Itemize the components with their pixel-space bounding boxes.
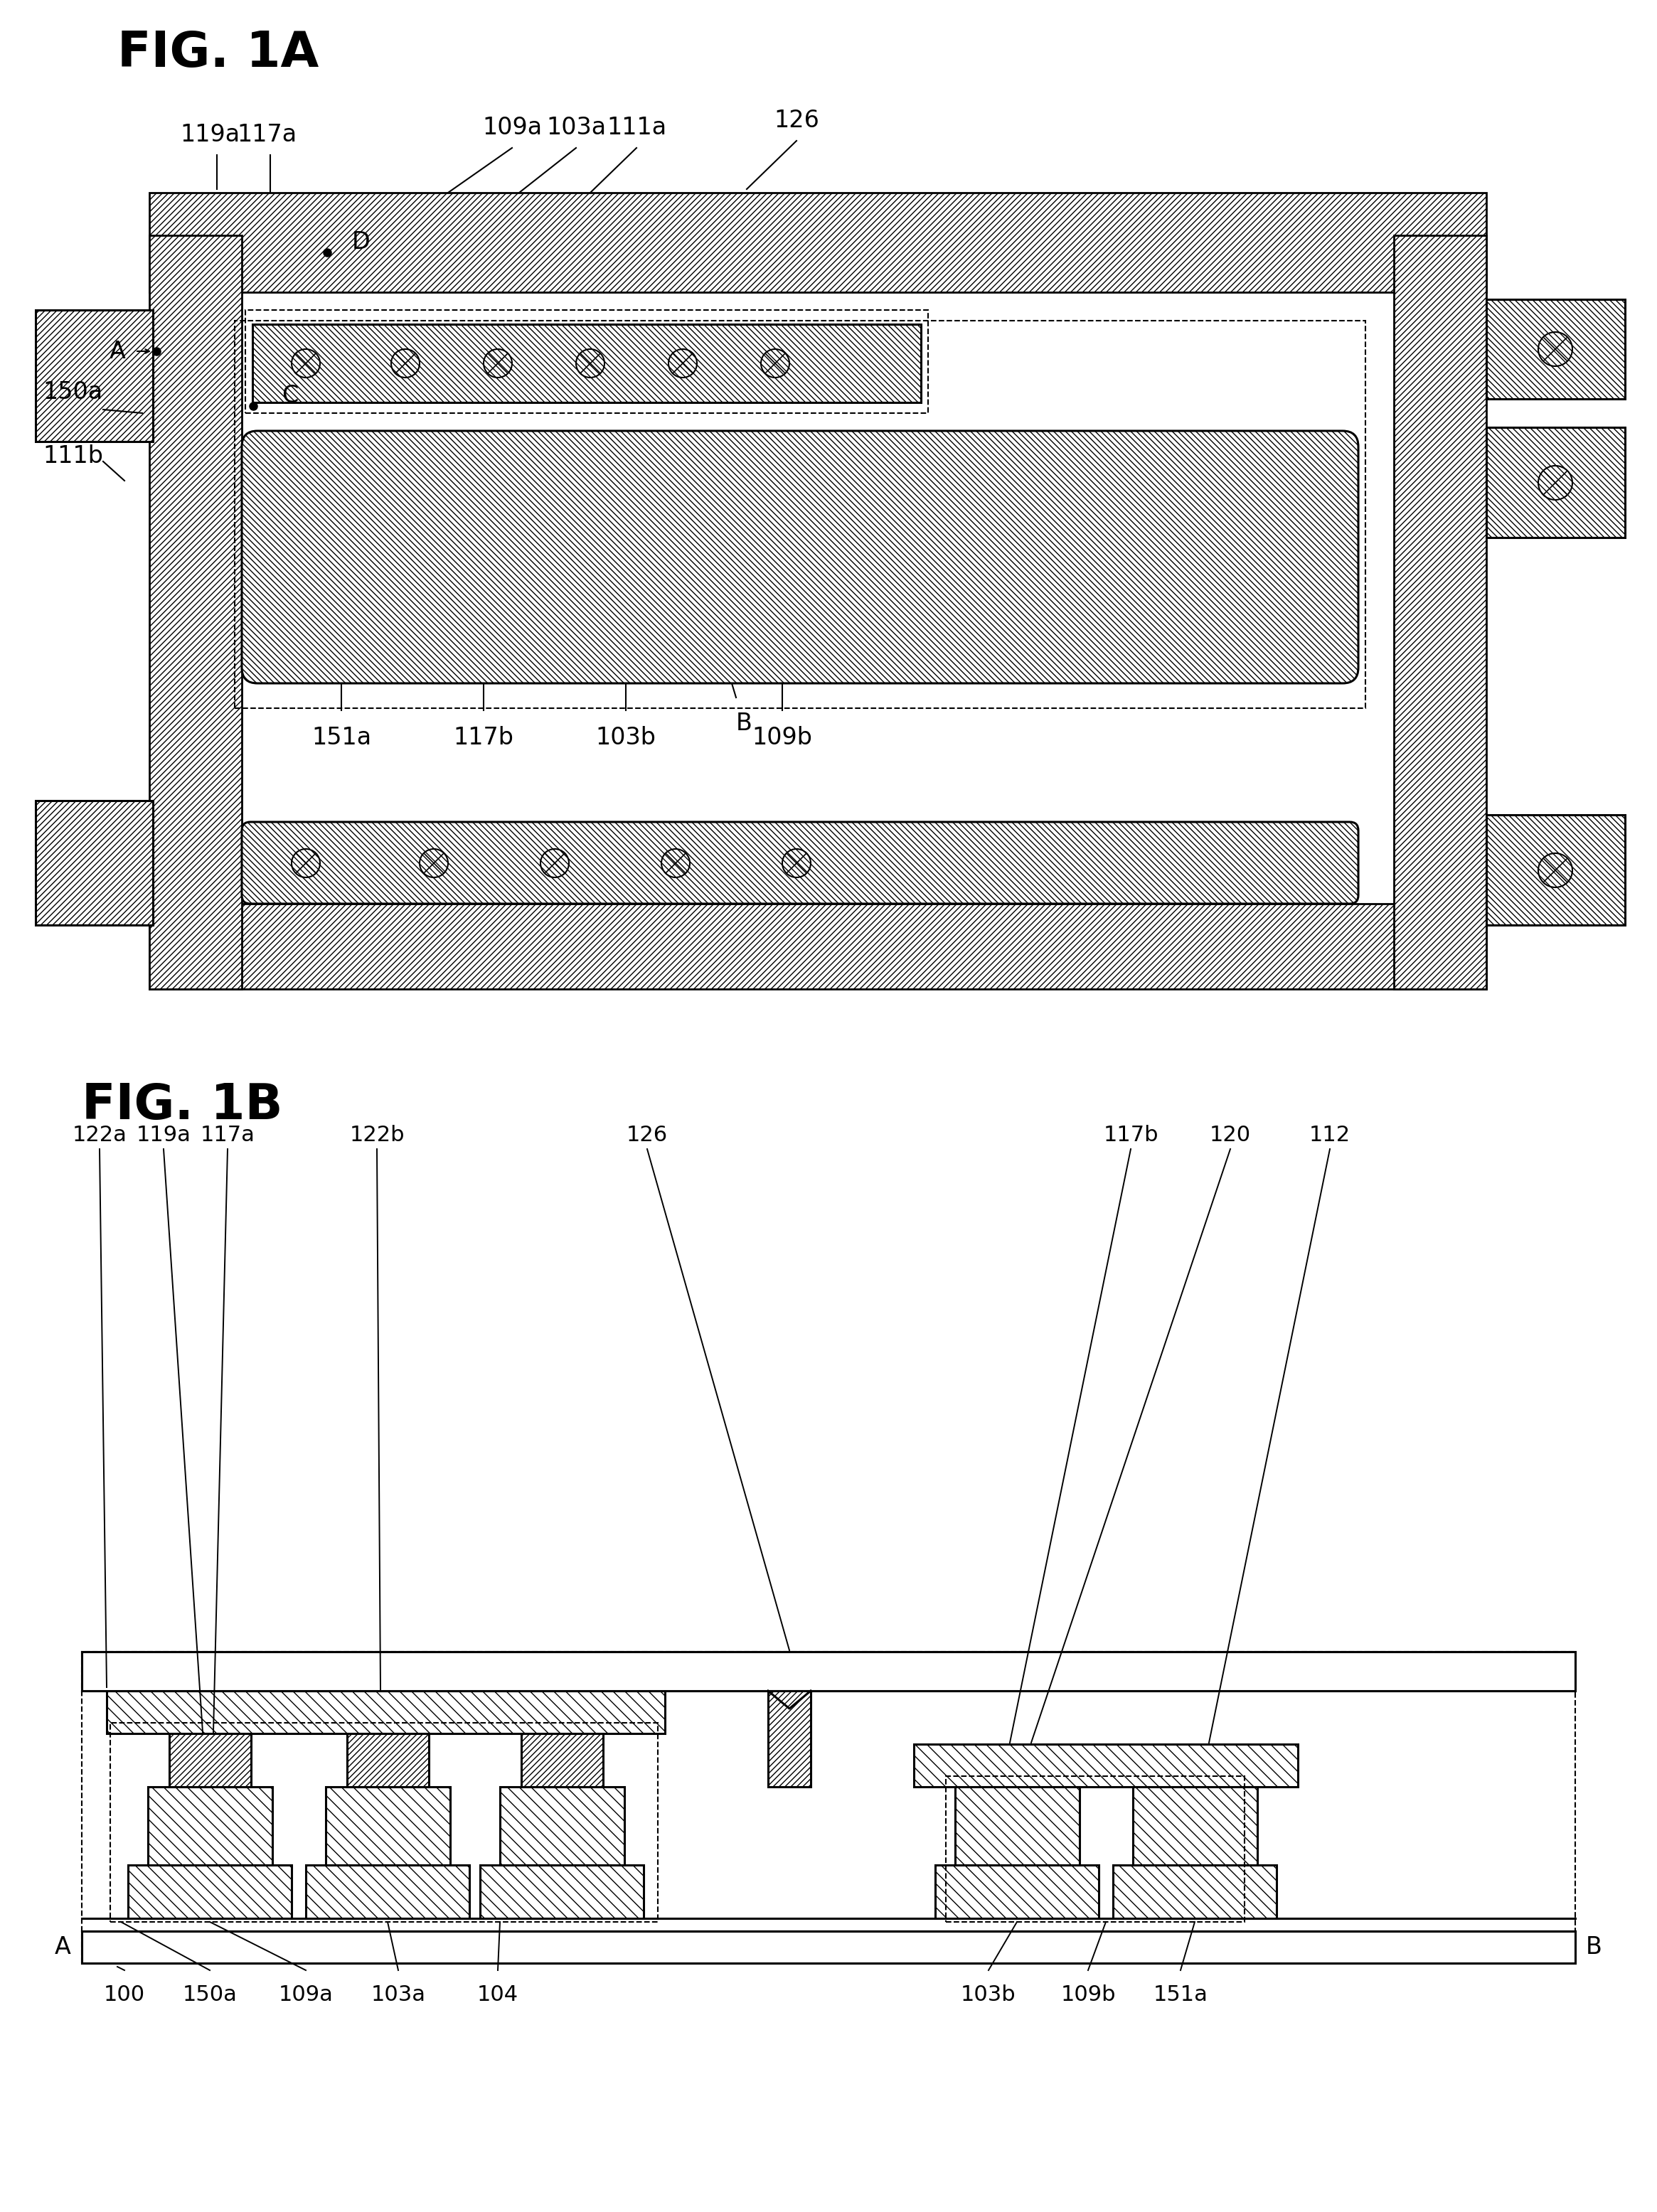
FancyBboxPatch shape	[242, 431, 1359, 684]
Bar	[252, 325, 921, 403]
Text: 109b: 109b	[752, 726, 812, 750]
Bar	[346, 1734, 429, 1787]
Text: 120: 120	[1210, 1126, 1251, 1146]
Bar	[946, 1776, 1244, 1922]
Bar	[35, 801, 152, 925]
Bar	[1114, 1865, 1276, 1918]
Bar	[1486, 299, 1626, 398]
Bar	[81, 1931, 1576, 1962]
Text: 103a: 103a	[371, 1984, 426, 2004]
Bar	[935, 1865, 1099, 1918]
Bar	[245, 310, 928, 414]
Bar	[149, 192, 1486, 292]
Text: 126: 126	[774, 108, 819, 133]
Bar	[1486, 814, 1626, 925]
Text: 150a: 150a	[182, 1984, 237, 2004]
Bar	[169, 1734, 252, 1787]
Text: D: D	[351, 230, 370, 254]
Bar	[1394, 234, 1486, 989]
Text: 150a: 150a	[43, 380, 103, 403]
Text: 119a: 119a	[181, 124, 240, 146]
Bar	[1486, 427, 1626, 538]
Text: 126: 126	[626, 1126, 668, 1146]
Bar	[235, 321, 1365, 708]
Bar	[481, 1865, 643, 1918]
Text: 103a: 103a	[547, 115, 606, 139]
Bar	[326, 1787, 451, 1865]
Text: 151a: 151a	[1153, 1984, 1208, 2004]
Bar	[1133, 1787, 1258, 1865]
Text: 122b: 122b	[350, 1126, 404, 1146]
Bar	[769, 1690, 810, 1787]
Text: 109b: 109b	[1060, 1984, 1115, 2004]
FancyBboxPatch shape	[242, 823, 1359, 905]
Text: 122a: 122a	[73, 1126, 128, 1146]
Text: 117a: 117a	[237, 124, 297, 146]
Text: 104: 104	[477, 1984, 519, 2004]
Text: 103b: 103b	[595, 726, 656, 750]
Text: 117b: 117b	[1104, 1126, 1158, 1146]
Text: 100: 100	[104, 1984, 146, 2004]
Bar	[111, 1723, 658, 1922]
Bar	[242, 292, 1394, 905]
Text: A: A	[109, 338, 126, 363]
Bar	[149, 905, 1486, 989]
Bar	[522, 1734, 603, 1787]
Bar	[500, 1787, 625, 1865]
Bar	[954, 1787, 1080, 1865]
Bar	[128, 1865, 292, 1918]
Bar	[106, 1690, 664, 1734]
Text: C: C	[282, 383, 298, 407]
Text: B: B	[736, 712, 752, 734]
Bar	[307, 1865, 469, 1918]
Text: 151a: 151a	[312, 726, 371, 750]
Bar	[915, 1743, 1297, 1787]
Bar	[147, 1787, 272, 1865]
Bar	[81, 1652, 1576, 1962]
Bar	[149, 234, 242, 989]
Text: 117a: 117a	[200, 1126, 255, 1146]
Text: 111a: 111a	[606, 115, 666, 139]
Bar	[35, 310, 152, 442]
Text: FIG. 1B: FIG. 1B	[81, 1082, 283, 1128]
Text: FIG. 1A: FIG. 1A	[118, 29, 318, 77]
Text: 109a: 109a	[278, 1984, 333, 2004]
Text: 112: 112	[1309, 1126, 1350, 1146]
Text: 111b: 111b	[43, 445, 103, 467]
Text: A: A	[55, 1936, 71, 1960]
Bar	[81, 1652, 1576, 1690]
Text: 109a: 109a	[482, 115, 542, 139]
Text: 117b: 117b	[454, 726, 514, 750]
Text: 119a: 119a	[136, 1126, 191, 1146]
Text: B: B	[1586, 1936, 1602, 1960]
Text: 103b: 103b	[961, 1984, 1016, 2004]
